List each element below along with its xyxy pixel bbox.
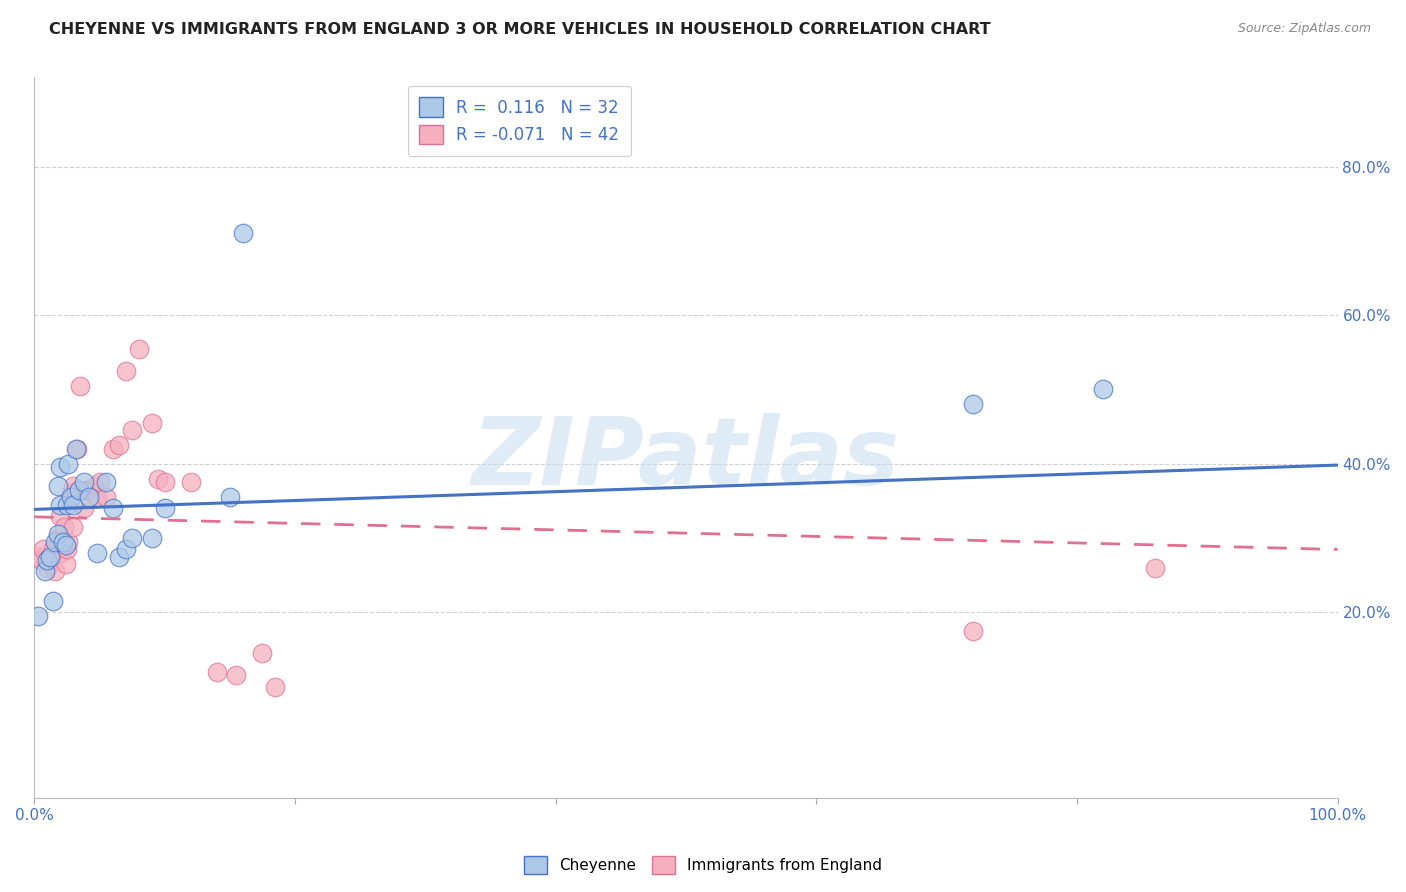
Point (94, 475, 117, 490)
Point (67, 483, 90, 497)
Point (121, 423, 143, 437)
Point (180, 475, 202, 490)
Legend: Cheyenne, Immigrants from England: Cheyenne, Immigrants from England (519, 850, 887, 880)
Point (46, 531, 69, 545)
Point (225, 668, 247, 682)
Point (27, 609, 49, 624)
Point (83, 479, 105, 493)
Point (76, 483, 98, 497)
Point (46, 479, 69, 493)
Point (37, 553, 59, 567)
Point (73, 501, 96, 516)
Point (53, 520, 76, 534)
Point (52, 534, 75, 549)
Point (141, 531, 163, 545)
Point (86, 546, 108, 560)
Point (1092, 383, 1115, 397)
Point (153, 475, 176, 490)
Point (41, 594, 63, 608)
Point (30, 553, 52, 567)
Point (962, 624, 984, 638)
Point (101, 501, 124, 516)
Point (56, 542, 79, 557)
Point (94, 490, 117, 504)
Point (153, 501, 176, 516)
Point (56, 498, 79, 512)
Point (62, 498, 84, 512)
Point (58, 457, 80, 471)
Point (86, 490, 108, 504)
Point (89, 475, 111, 490)
Point (62, 479, 84, 493)
Point (32, 542, 55, 557)
Point (49, 546, 72, 560)
Point (114, 364, 136, 378)
Point (34, 565, 56, 579)
Point (66, 442, 89, 456)
Point (44, 565, 66, 579)
Point (39, 549, 62, 564)
Point (52, 534, 75, 549)
Point (58, 534, 80, 549)
Point (77, 490, 100, 504)
Text: Source: ZipAtlas.com: Source: ZipAtlas.com (1237, 22, 1371, 36)
Point (128, 342, 150, 356)
Point (49, 460, 72, 475)
Point (252, 646, 274, 660)
Point (59, 490, 82, 504)
Point (264, 680, 287, 694)
Point (108, 549, 131, 564)
Legend: R =  0.116   N = 32, R = -0.071   N = 42: R = 0.116 N = 32, R = -0.071 N = 42 (408, 86, 631, 156)
Point (65, 442, 87, 456)
Point (108, 438, 131, 452)
Point (79, 483, 101, 497)
Point (73, 475, 96, 490)
Point (1144, 561, 1167, 575)
Point (141, 416, 163, 430)
Point (121, 531, 143, 545)
Point (41, 542, 63, 557)
Point (232, 227, 254, 241)
Point (205, 665, 228, 679)
Point (44, 534, 66, 549)
Point (49, 508, 72, 523)
Point (39, 549, 62, 564)
Point (114, 542, 136, 557)
Point (55, 557, 77, 571)
Point (37, 561, 59, 575)
Point (59, 486, 82, 500)
Point (101, 442, 124, 456)
Point (27, 549, 49, 564)
Point (148, 472, 170, 486)
Point (962, 397, 984, 411)
Point (49, 498, 72, 512)
Point (218, 490, 240, 504)
Point (62, 520, 84, 534)
Point (69, 378, 91, 392)
Point (46, 527, 69, 541)
Text: CHEYENNE VS IMMIGRANTS FROM ENGLAND 3 OR MORE VEHICLES IN HOUSEHOLD CORRELATION : CHEYENNE VS IMMIGRANTS FROM ENGLAND 3 OR… (49, 22, 991, 37)
Text: ZIPatlas: ZIPatlas (472, 413, 900, 506)
Point (55, 539, 77, 553)
